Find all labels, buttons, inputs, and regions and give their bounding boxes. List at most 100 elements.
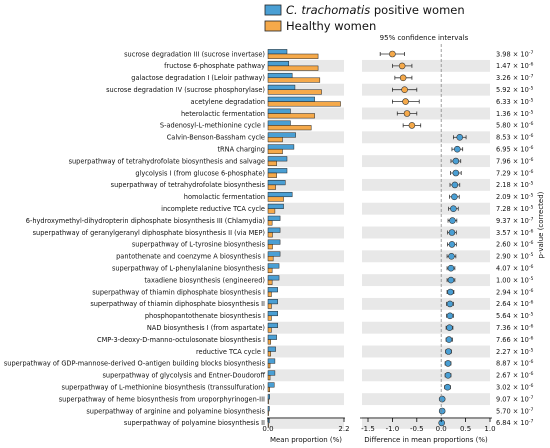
p-value: 2.18 × 10-5: [496, 181, 533, 190]
pvalue-axis-label: p-value (corrected): [537, 191, 545, 258]
bar-ct: [267, 370, 276, 376]
diff-point: [438, 419, 445, 427]
diff-point: [398, 62, 406, 70]
bar-healthy: [267, 160, 277, 166]
row-band: [268, 345, 344, 358]
bar-ct: [267, 168, 288, 174]
legend: C. trachomatis positive women Healthy wo…: [264, 3, 465, 33]
p-value: 1.36 × 10-5: [496, 109, 533, 118]
bar-healthy: [267, 398, 269, 404]
diff-point: [401, 86, 408, 93]
bar-healthy: [267, 101, 341, 107]
pathway-label: superpathway of arginine and polyamine b…: [86, 407, 265, 415]
pathway-label: tRNA charging: [217, 146, 265, 154]
diff-point: [451, 193, 458, 201]
bar-ct: [267, 299, 278, 305]
row-band: [362, 155, 490, 168]
pathway-label: superpathway of L-phenylalanine biosynth…: [112, 265, 266, 273]
row-band: [362, 131, 490, 144]
row-band: [268, 369, 344, 382]
pathway-labels: sucrose degradation III (sucrose inverta…: [4, 50, 266, 427]
diff-point: [389, 50, 396, 58]
row-band: [362, 274, 490, 287]
pathway-label: sucrose degradation IV (sucrose phosphor…: [106, 86, 265, 94]
left-tick-label: 2.2: [338, 425, 349, 433]
legend-label-healthy: Healthy women: [286, 19, 376, 33]
bar-healthy: [267, 279, 273, 285]
diff-point: [444, 371, 452, 379]
right-tick-label: 1.0: [484, 425, 495, 433]
p-value: 2.09 × 10-5: [496, 193, 533, 202]
pathway-label: superpathway of GDP-mannose-derived O-an…: [4, 360, 266, 368]
row-band: [268, 155, 344, 168]
diff-point: [448, 229, 456, 236]
right-tick-label: 0.5: [460, 425, 471, 433]
bar-ct: [267, 251, 281, 257]
row-band: [268, 274, 344, 287]
p-value: 6.84 × 10-7: [496, 419, 533, 428]
p-value: 8.87 × 10-6: [496, 359, 533, 368]
row-band: [362, 226, 490, 239]
bar-healthy: [267, 422, 269, 428]
bar-ct: [267, 239, 281, 245]
right-tick-label: -0.5: [410, 425, 424, 433]
p-value: 7.28 × 10-5: [496, 205, 533, 214]
right-tick-label: -1.5: [361, 425, 375, 433]
ci-title: 95% confidence intervals: [380, 34, 469, 42]
pathway-label: superpathway of thiamin diphosphate bios…: [92, 288, 265, 296]
diff-point: [448, 241, 456, 248]
pathway-label: NAD biosynthesis I (from aspartate): [147, 324, 265, 332]
pathway-label: superpathway of thiamin diphosphate bios…: [90, 300, 265, 308]
p-value: 2.90 × 10-5: [496, 252, 533, 261]
diff-point: [450, 205, 457, 212]
diff-point: [408, 122, 416, 129]
p-value: 9.37 × 10-7: [496, 216, 533, 225]
pathway-label: phosphopantothenate biosynthesis I: [145, 312, 265, 320]
right-tick-label: 0.0: [436, 425, 447, 433]
diff-point: [438, 395, 446, 403]
p-value: 5.64 × 10-5: [496, 312, 533, 321]
pathway-label: incomplete reductive TCA cycle: [161, 205, 265, 213]
row-band: [362, 202, 490, 215]
bar-healthy: [267, 137, 283, 143]
row-band: [268, 226, 344, 239]
pathway-label: superpathway of tetrahydrofolate biosynt…: [69, 157, 265, 165]
bar-healthy: [267, 256, 274, 262]
p-values: 3.98 × 10-7 1.47 × 10-6 3.26 × 10-7 5.92 × …: [496, 50, 533, 427]
p-value: 6.95 × 10-6: [496, 145, 533, 154]
row-band: [362, 250, 490, 263]
diff-point: [403, 110, 411, 117]
pathway-label: superpathway of L-methionine biosynthesi…: [62, 384, 265, 392]
bar-ct: [267, 322, 278, 328]
bar-ct: [267, 275, 280, 281]
bar-ct: [267, 215, 281, 221]
diff-point: [448, 252, 455, 260]
pathway-label: homolactic fermentation: [184, 193, 265, 201]
p-value: 2.64 × 10-6: [496, 300, 533, 309]
row-band: [268, 202, 344, 215]
diff-point: [445, 336, 453, 343]
bar-ct: [267, 156, 288, 162]
diff-point: [447, 276, 455, 284]
pathway-label: glycolysis I (from glucose 6-phosphate): [135, 169, 265, 177]
p-value: 9.07 × 10-7: [496, 395, 533, 404]
pathway-label: 6-hydroxymethyl-dihydropterin diphosphat…: [26, 217, 265, 225]
bar-ct: [267, 191, 293, 198]
bar-ct: [267, 310, 278, 317]
row-band: [362, 107, 490, 120]
row-band: [268, 393, 344, 406]
bar-ct: [267, 227, 281, 233]
row-band: [362, 59, 490, 72]
bar-ct: [267, 96, 315, 102]
p-value: 2.27 × 10-5: [496, 347, 533, 356]
bar-ct: [267, 49, 288, 55]
legend-label-ct: C. trachomatis positive women: [286, 3, 465, 17]
p-value: 3.57 × 10-6: [496, 228, 533, 237]
bar-ct: [267, 406, 270, 412]
bars: [267, 49, 341, 428]
bar-healthy: [267, 77, 321, 83]
bar-ct: [267, 61, 289, 67]
bar-healthy: [267, 339, 272, 345]
bar-healthy: [267, 208, 276, 214]
p-value: 5.70 × 10-7: [496, 407, 533, 416]
